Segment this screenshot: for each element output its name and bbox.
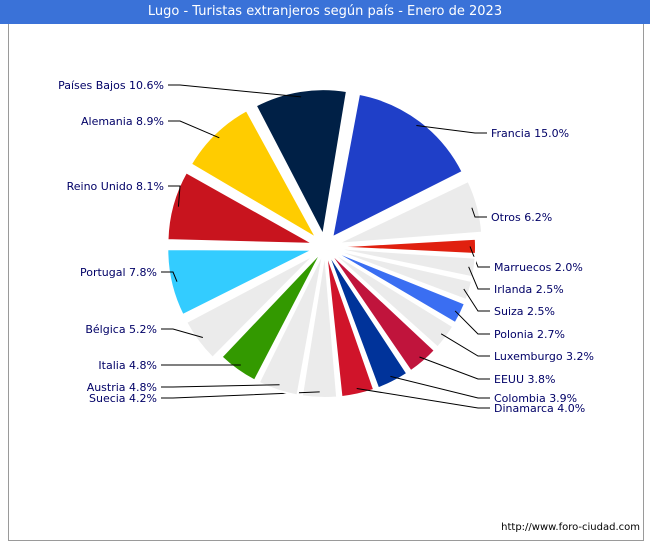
slice-label: Francia 15.0% <box>491 127 569 140</box>
slice-label: Dinamarca 4.0% <box>494 402 585 415</box>
leader-line <box>469 246 490 268</box>
slice-label: Bélgica 5.2% <box>85 323 157 336</box>
pie-slice-bélgica <box>184 253 317 360</box>
pie-slice-colombia <box>326 250 409 390</box>
leader-line <box>168 120 220 139</box>
pie-slice-marruecos <box>329 237 477 256</box>
slice-label: Italia 4.8% <box>98 359 157 372</box>
slice-label: Reino Unido 8.1% <box>67 180 164 193</box>
leader-line <box>390 375 490 399</box>
pie-slice-francia <box>330 92 464 240</box>
slice-label: Colombia 3.9% <box>494 392 577 405</box>
leader-line <box>161 384 280 388</box>
slice-label: Otros 6.2% <box>491 211 552 224</box>
leader-line <box>440 333 490 357</box>
pie-slice-otros <box>336 179 484 245</box>
slice-label: Marruecos 2.0% <box>494 261 583 274</box>
leader-line <box>463 288 490 312</box>
leader-line <box>471 207 487 218</box>
leader-line <box>416 125 487 134</box>
slice-label: EEUU 3.8% <box>494 373 555 386</box>
slice-label: Suecia 4.2% <box>89 392 157 405</box>
pie-slice-suecia <box>300 251 339 399</box>
pie-slice-luxemburgo <box>328 249 455 349</box>
source-credit: http://www.foro-ciudad.com <box>501 522 640 533</box>
slice-label: Luxemburgo 3.2% <box>494 350 594 363</box>
leader-line <box>168 185 181 207</box>
pie-slice-alemania <box>189 108 320 242</box>
slice-label: Portugal 7.8% <box>80 266 157 279</box>
slice-label: Austria 4.8% <box>87 381 157 394</box>
slice-label: Suiza 2.5% <box>494 305 555 318</box>
leader-line <box>168 84 302 98</box>
leader-line <box>161 391 320 399</box>
pie-slice-austria <box>257 251 325 397</box>
leader-line <box>161 271 178 282</box>
pie-slice-portugal <box>166 248 314 317</box>
slice-label: Países Bajos 10.6% <box>58 79 164 92</box>
leader-line <box>468 266 490 290</box>
pie-slice-dinamarca <box>325 251 376 399</box>
leader-line <box>419 356 490 380</box>
leader-line <box>356 387 490 409</box>
slice-label: Irlanda 2.5% <box>494 283 564 296</box>
pie-slice-suiza <box>329 247 474 302</box>
leader-line <box>454 310 490 335</box>
chart-title: Lugo - Turistas extranjeros según país -… <box>0 0 650 24</box>
pie-slice-polonia <box>328 248 467 325</box>
slice-label: Alemania 8.9% <box>81 115 164 128</box>
pie-slice-reino-unido <box>166 170 314 245</box>
pie-slice-italia <box>220 250 323 382</box>
leader-line <box>161 328 203 338</box>
slice-label: Polonia 2.7% <box>494 328 565 341</box>
pie-slice-eeuu <box>327 250 437 373</box>
pie-slice-países-bajos <box>254 88 349 239</box>
